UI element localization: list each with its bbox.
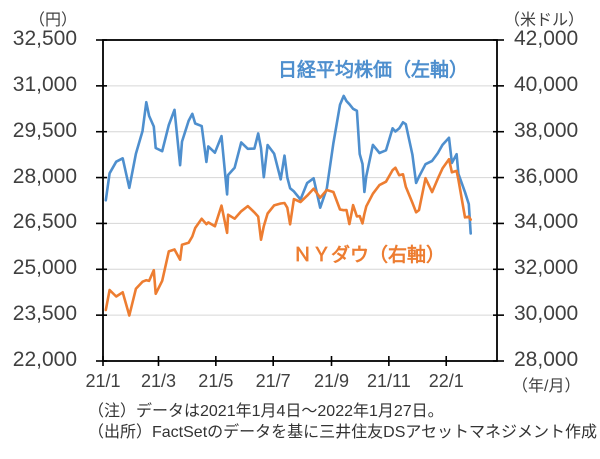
right-axis-tick-label: 42,000: [514, 27, 579, 50]
plot-border: [102, 39, 498, 362]
left-axis-tick-label: 25,000: [12, 256, 77, 280]
x-axis-tick-label: 21/7: [255, 371, 291, 391]
left-axis-tick-label: 26,500: [12, 210, 77, 234]
dow-line-series: [104, 157, 473, 317]
legend-nikkei-series: 日経平均株価（左軸）: [278, 60, 469, 81]
right-axis-tick-label: 30,000: [514, 302, 579, 326]
nikkei-line-series: [104, 94, 473, 235]
x-axis-unit-label: （年/月）: [512, 378, 581, 395]
x-axis-tick-label: 21/9: [313, 371, 350, 391]
footnote-data-period: （注）データは2021年1月4日～2022年1月27日。: [88, 403, 444, 420]
right-axis-tick-label: 28,000: [514, 348, 579, 371]
right-axis-tick-label: 38,000: [514, 118, 579, 142]
right-axis-tick-label: 32,000: [514, 256, 579, 280]
x-axis-tick-label: 21/5: [198, 371, 234, 391]
footnote-source: （出所）FactSetのデータを基に三井住友DSアセットマネジメント作成: [88, 424, 598, 441]
x-axis-tick-label: 22/1: [428, 371, 464, 391]
right-axis-tick-label: 40,000: [514, 72, 579, 96]
left-axis-tick-label: 32,500: [12, 27, 77, 50]
x-axis-tick-label: 21/3: [140, 371, 176, 391]
x-axis-tick-label: 21/11: [367, 371, 411, 391]
left-axis-tick-label: 28,000: [12, 164, 77, 188]
legend-dow-series: ＮＹダウ（右軸）: [293, 245, 446, 266]
right-axis-tick-label: 34,000: [514, 210, 579, 234]
right-axis-unit-label: （米ドル）: [504, 12, 585, 29]
left-axis-tick-label: 22,000: [12, 348, 77, 371]
left-axis-tick-label: 31,000: [12, 72, 77, 96]
right-axis-tick-label: 36,000: [514, 164, 579, 188]
x-axis-tick-label: 21/1: [85, 371, 121, 391]
left-axis-unit-label: （円）: [29, 12, 78, 29]
left-axis-tick-label: 23,500: [12, 302, 77, 326]
left-axis-tick-label: 29,500: [12, 118, 77, 142]
chart-footnotes: （注）データは2021年1月4日～2022年1月27日。 （出所）FactSet…: [88, 401, 597, 443]
